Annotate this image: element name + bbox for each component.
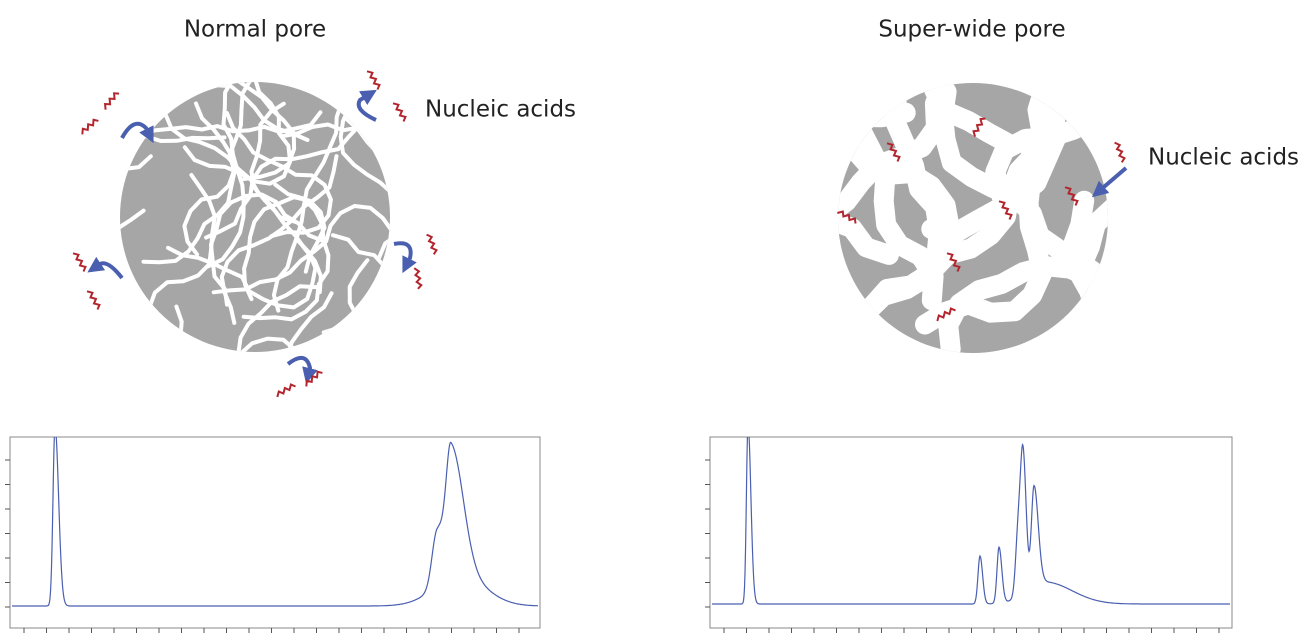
pore-wall <box>219 154 339 325</box>
nucleic-acid <box>274 382 297 398</box>
pore-wall <box>838 123 899 265</box>
molecule-label: Nucleic acids <box>1148 145 1299 171</box>
pore-wall <box>347 258 390 337</box>
arrow <box>356 89 377 122</box>
pore-wall <box>249 101 323 295</box>
molecule-label: Nucleic acids <box>425 97 576 123</box>
pore-wall <box>922 83 1020 155</box>
arrow <box>1091 166 1128 198</box>
chromatogram-frame <box>9 436 541 629</box>
axis-ticks <box>5 459 1220 633</box>
pore-wall <box>1020 342 1108 353</box>
nucleic-acid <box>72 250 88 273</box>
pore-wall <box>204 112 374 240</box>
pore-wall <box>141 101 237 265</box>
pore-wall <box>242 195 327 302</box>
pore-wall <box>1062 190 1108 353</box>
pore-wall <box>376 105 390 261</box>
nucleic-acid <box>101 90 121 111</box>
nucleic-acid <box>302 368 324 388</box>
arrow <box>286 356 318 384</box>
pore-wall <box>338 90 390 271</box>
pore-wall <box>938 256 1108 353</box>
pore-wall <box>169 284 318 352</box>
pore-wall <box>120 82 227 143</box>
chromatogram-trace <box>12 437 538 607</box>
pore-wall <box>380 261 390 303</box>
nucleic-acid <box>1113 140 1127 164</box>
arrow <box>120 121 154 144</box>
arrow <box>87 256 124 280</box>
pore-wall <box>241 182 331 322</box>
pore-wall <box>321 313 390 352</box>
pore-wall <box>316 233 390 352</box>
panel-title: Super-wide pore <box>878 17 1065 43</box>
pore-wall <box>166 239 318 310</box>
pore-wall <box>120 304 184 352</box>
nucleic-acid <box>78 116 100 136</box>
nucleic-acid <box>425 232 439 256</box>
nucleic-acid <box>413 266 423 290</box>
pore-wall <box>120 121 124 275</box>
panel-title: Normal pore <box>184 17 326 43</box>
arrow <box>393 241 417 274</box>
pore-wall <box>838 83 944 311</box>
pore-wall <box>182 82 265 257</box>
arrows <box>87 89 1128 384</box>
pore-wall <box>384 136 390 327</box>
pore-wall <box>838 83 955 349</box>
nucleic-acid <box>86 288 102 311</box>
pore-wall <box>324 0 425 75</box>
pore-wall <box>225 111 333 239</box>
nucleic-acid <box>366 68 382 91</box>
pore-wall <box>195 291 334 352</box>
chromatogram-trace <box>712 437 1230 605</box>
chromatogram-frame <box>709 436 1233 629</box>
pore-wall <box>838 84 840 205</box>
pore-wall <box>182 82 293 186</box>
nucleic-acid <box>392 100 408 123</box>
